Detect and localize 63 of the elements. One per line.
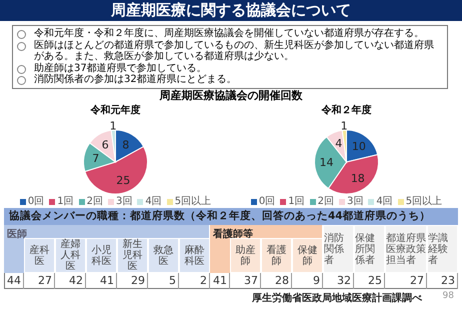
data-label: 18: [350, 172, 365, 185]
text: 協議会メンバーの職種：都道府県数（令和２年度、回答のあった44都道府県のうち）: [4, 208, 458, 225]
chart-subtitle: 令和元年度: [90, 103, 142, 117]
legend-label: 4回: [375, 196, 393, 208]
category-label: 看護師: [261, 238, 292, 273]
category-label: 消防関係者: [323, 225, 354, 273]
category-label: 産科医: [30, 244, 50, 266]
text: 令和元年度・令和２年度に、周産期医療協議会を開催していない都道府県が存在する。: [34, 28, 424, 40]
data-label: 1: [340, 120, 348, 133]
legend-label: 2回: [316, 196, 334, 208]
legend-label: 2回: [86, 196, 103, 208]
text: 周産期医療に関する協議会について: [0, 0, 462, 21]
data-label: 4: [335, 137, 342, 150]
data-label: 28: [261, 273, 292, 289]
data-label: 44: [4, 273, 24, 289]
category-label: 小児科医: [86, 238, 117, 273]
data-label: 41: [86, 273, 117, 289]
legend-label: 4回: [144, 196, 162, 208]
legend-label: 3回: [115, 196, 132, 208]
data-label: 7: [92, 152, 100, 166]
data-label: 29: [117, 273, 148, 289]
category-label: 救急医: [148, 238, 179, 273]
category-label: 新生児科医: [117, 238, 148, 273]
data-label: 14: [320, 156, 334, 170]
data-label: 8: [122, 138, 130, 152]
category-label: 助産師: [236, 244, 256, 266]
data-label: 27: [385, 273, 427, 289]
legend-label: 3回: [346, 196, 364, 208]
text: 医師はほとんどの都道府県で参加しているものの、新生児科医が参加していない都道府県がある。また、救急医が参加している都道府県は少ない。: [34, 40, 435, 62]
data-label: 6: [102, 138, 109, 152]
data-label: 41: [210, 273, 230, 289]
legend-label: 0回: [26, 196, 44, 208]
text: 助産師は37都道府県で参加している。: [34, 62, 207, 74]
legend-label: 1回: [56, 196, 74, 208]
legend-label: 5回以上: [404, 196, 442, 208]
chart-title: 令和２年度: [320, 103, 372, 117]
data-label: 5: [148, 273, 179, 289]
text: 厚生労働省医政局地域医療計画課調べ: [252, 291, 422, 305]
category-label: 学識経験者: [427, 225, 458, 273]
category-label: 保健師: [292, 238, 323, 273]
data-label: 25: [116, 174, 130, 187]
legend-label: 5回以上: [174, 196, 212, 208]
category-label: 保健所関係者: [354, 225, 385, 273]
text: 消防関係者の参加は32都道府県にとどまる。: [34, 74, 237, 86]
category-label: 麻酔科医: [179, 238, 210, 273]
text: 看護師等: [213, 228, 253, 241]
data-label: 23: [427, 273, 458, 289]
data-label: 27: [24, 273, 55, 289]
data-label: 25: [354, 273, 385, 289]
text: 98: [442, 291, 454, 301]
legend-label: 1回: [287, 196, 305, 208]
text: 医師: [7, 228, 27, 241]
legend-label: 0回: [258, 196, 276, 208]
chart-title: 周産期医療協議会の開催回数: [158, 88, 304, 103]
data-label: 1: [110, 120, 117, 133]
data-label: 2: [179, 273, 210, 289]
data-label: 32: [323, 273, 354, 289]
category-label: 産婦人科医: [55, 238, 86, 273]
data-label: 42: [55, 273, 86, 289]
data-label: 10: [352, 140, 366, 153]
data-label: 37: [230, 273, 261, 289]
data-label: 9: [292, 273, 323, 289]
category-label: 都道府県医療政策担当者: [385, 225, 427, 273]
